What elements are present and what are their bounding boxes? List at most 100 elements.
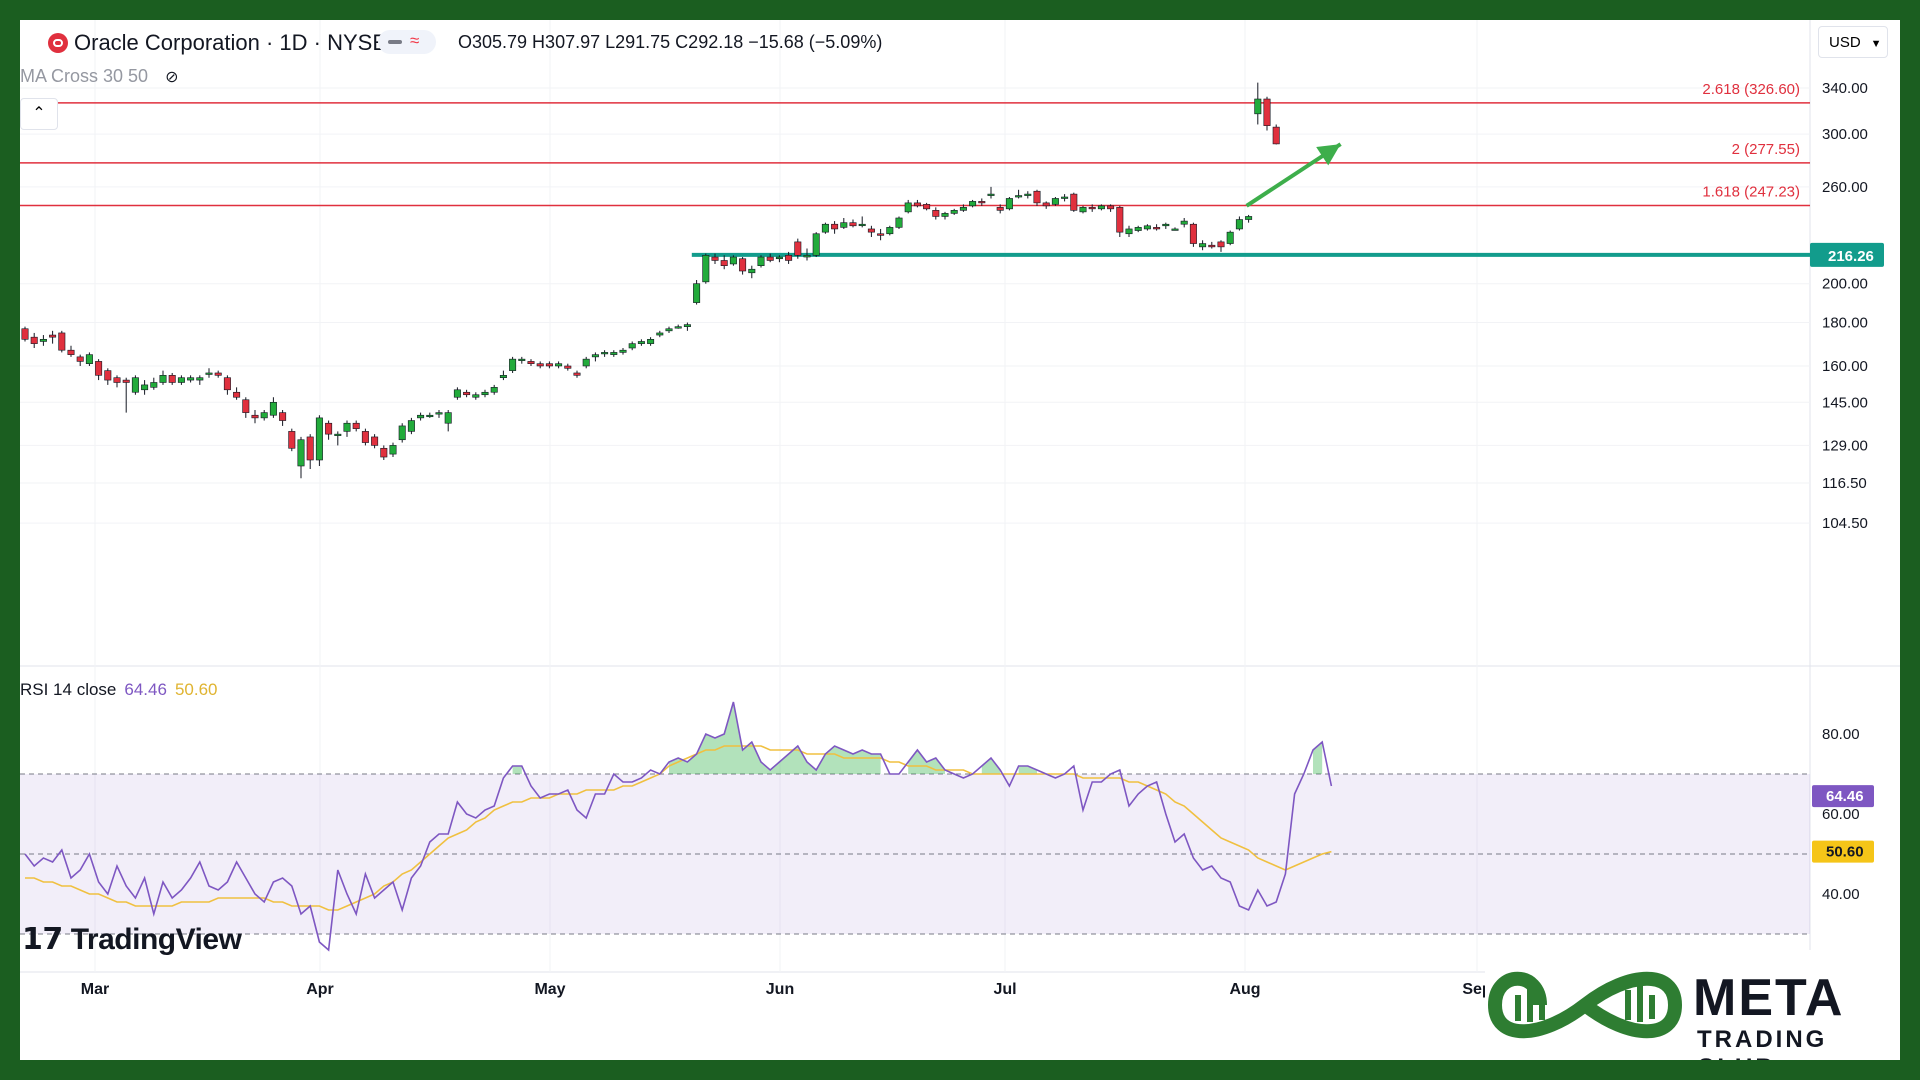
candle-body bbox=[527, 361, 535, 364]
candle-body bbox=[1162, 223, 1170, 227]
candle-body bbox=[1171, 228, 1179, 231]
rsi-overbought-fill bbox=[512, 766, 522, 774]
rsi-legend-label: RSI 14 close bbox=[20, 680, 117, 699]
currency-select[interactable]: USD ▼ bbox=[1818, 26, 1888, 58]
y-tick-label: 116.50 bbox=[1822, 475, 1867, 492]
candle-body bbox=[886, 227, 894, 235]
chart-title: Oracle Corporation · 1D · NYSE bbox=[48, 30, 387, 56]
candle-body bbox=[1235, 219, 1243, 230]
candle-body bbox=[821, 223, 829, 233]
candle-body bbox=[67, 349, 75, 355]
rsi-legend-value: 64.46 bbox=[124, 680, 167, 699]
rsi-y-tick-label: 80.00 bbox=[1822, 726, 1860, 743]
candle-body bbox=[748, 268, 756, 274]
minus-icon bbox=[388, 40, 402, 44]
candle-body bbox=[1015, 195, 1023, 198]
chart-canvas[interactable]: Mar Apr May Jun Jul Aug Sep 340.00 300.00 260.00 2… bbox=[20, 20, 1900, 1060]
candle-body bbox=[1107, 205, 1115, 210]
candle-body bbox=[398, 425, 406, 441]
candle-body bbox=[343, 422, 351, 432]
chevron-up-icon: ⌃ bbox=[32, 105, 46, 122]
y-tick-label: 180.00 bbox=[1822, 315, 1868, 332]
candle-body bbox=[711, 256, 719, 261]
candle-body bbox=[325, 422, 333, 435]
candle-body bbox=[426, 414, 434, 418]
candle-body bbox=[656, 332, 664, 336]
candle-body bbox=[1180, 220, 1188, 225]
candle-body bbox=[1272, 126, 1280, 145]
candle-body bbox=[591, 354, 599, 358]
support-price-label: 216.26 bbox=[1828, 248, 1874, 265]
candle-body bbox=[996, 207, 1004, 211]
candle-body bbox=[610, 352, 618, 355]
candle-body bbox=[702, 255, 710, 283]
candle-body bbox=[1097, 205, 1105, 210]
candle-body bbox=[1005, 198, 1013, 210]
x-tick-label: Apr bbox=[306, 981, 334, 998]
candle-body bbox=[794, 241, 802, 256]
candle-body bbox=[941, 213, 949, 217]
indicator-label[interactable]: MA Cross 30 50 ⊘ bbox=[20, 66, 178, 87]
candle-body bbox=[923, 204, 931, 210]
candle-body bbox=[950, 210, 958, 214]
rsi-ma-value-tag bbox=[1812, 840, 1874, 863]
candle-body bbox=[49, 334, 57, 338]
candle-body bbox=[361, 431, 369, 443]
candle-body bbox=[1217, 241, 1225, 248]
candle-body bbox=[444, 412, 452, 424]
meta-trading-club-logo: META TRADING CLUB bbox=[1485, 950, 1900, 1060]
candle-body bbox=[168, 375, 176, 383]
rsi-y-tick-label: 40.00 bbox=[1822, 886, 1860, 903]
candle-body bbox=[555, 363, 563, 367]
candle-body bbox=[251, 414, 259, 419]
candle-body bbox=[242, 399, 250, 413]
meta-infinity-icon bbox=[1487, 971, 1683, 1039]
candle-body bbox=[1189, 223, 1197, 244]
y-tick-label: 200.00 bbox=[1822, 276, 1868, 293]
eye-hidden-icon[interactable]: ⊘ bbox=[165, 69, 179, 86]
candle-body bbox=[306, 436, 314, 461]
candle-body bbox=[913, 202, 921, 207]
candle-body bbox=[1051, 198, 1059, 205]
candle-body bbox=[1042, 202, 1050, 207]
candle-body bbox=[58, 332, 66, 351]
candle-body bbox=[1208, 244, 1216, 248]
candle-body bbox=[1134, 227, 1142, 231]
candle-body bbox=[30, 336, 38, 344]
candle-body bbox=[39, 339, 47, 342]
candle-body bbox=[683, 324, 691, 327]
candle-body bbox=[601, 352, 609, 355]
candle-body bbox=[858, 223, 866, 227]
rsi-value-tag bbox=[1812, 785, 1874, 808]
candle-body bbox=[131, 377, 139, 393]
candle-body bbox=[334, 433, 342, 436]
y-tick-label: 300.00 bbox=[1822, 126, 1868, 143]
candle-body bbox=[177, 377, 185, 383]
collapse-button[interactable]: ⌃ bbox=[20, 98, 58, 130]
candle-body bbox=[812, 233, 820, 256]
meta-wordmark: META bbox=[1693, 969, 1845, 1027]
y-tick-label: 104.50 bbox=[1822, 515, 1868, 532]
candle-body bbox=[1254, 98, 1262, 115]
candle-body bbox=[1143, 225, 1151, 230]
candle-body bbox=[766, 256, 774, 261]
candle-body bbox=[987, 193, 995, 196]
candle-body bbox=[969, 201, 977, 207]
candle-body bbox=[628, 343, 636, 349]
rsi-legend: RSI 14 close 64.46 50.60 bbox=[20, 680, 217, 700]
x-tick-label: Mar bbox=[81, 981, 109, 998]
x-tick-label: Aug bbox=[1229, 981, 1260, 998]
currency-value: USD bbox=[1829, 34, 1861, 51]
candle-body bbox=[315, 417, 323, 461]
candle-body bbox=[757, 256, 765, 266]
candle-body bbox=[1061, 196, 1069, 199]
candle-body bbox=[1125, 228, 1133, 235]
candle-body bbox=[389, 445, 397, 455]
y-tick-label: 145.00 bbox=[1822, 394, 1868, 411]
candle-body bbox=[214, 372, 222, 376]
candle-body bbox=[849, 222, 857, 227]
y-tick-label: 160.00 bbox=[1822, 358, 1868, 375]
candle-body bbox=[1263, 98, 1271, 126]
visibility-toggle-button[interactable]: ≈ bbox=[378, 30, 436, 54]
candle-body bbox=[472, 394, 480, 398]
